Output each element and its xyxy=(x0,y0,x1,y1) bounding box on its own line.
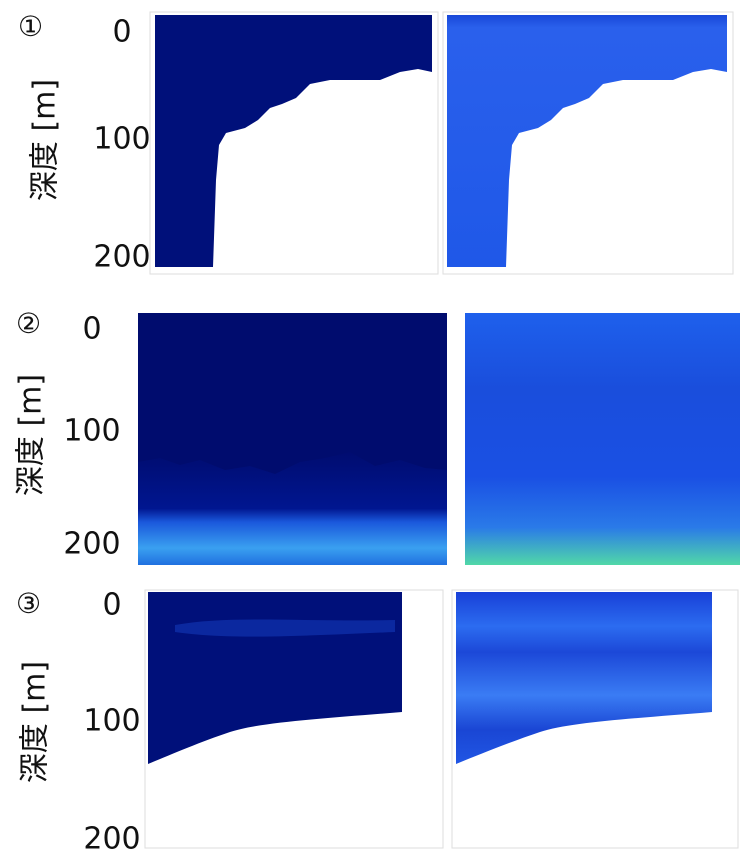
y-tick-label: 100 xyxy=(63,414,120,449)
y-tick-label: 100 xyxy=(83,704,140,739)
axis-title: 深度 [m] xyxy=(14,374,49,496)
panel-1: ① 0 100 200 深度 [m] xyxy=(18,10,734,275)
panel-label: ③ xyxy=(16,587,41,620)
reconstruction xyxy=(456,592,712,764)
y-tick-label: 0 xyxy=(112,15,131,50)
y-tick-label: 200 xyxy=(93,240,150,275)
echo-layer xyxy=(175,619,395,637)
y-tick-label: 100 xyxy=(93,122,150,157)
reconstruction xyxy=(465,313,740,565)
y-tick-label: 0 xyxy=(102,588,121,623)
y-tick-label: 0 xyxy=(82,312,101,347)
panel-2: ② 0 100 200 深度 [m] xyxy=(14,307,740,565)
panel-label: ② xyxy=(16,307,41,340)
seabed xyxy=(506,69,727,267)
panel-3: ③ 0 100 200 深度 [m] xyxy=(16,587,739,856)
y-tick-label: 200 xyxy=(83,822,140,856)
panel-label: ① xyxy=(18,10,43,43)
y-tick-label: 200 xyxy=(63,527,120,562)
axis-title: 深度 [m] xyxy=(28,79,63,201)
axis-title: 深度 [m] xyxy=(18,661,53,783)
seabed-echo xyxy=(138,452,447,565)
seabed xyxy=(213,69,432,267)
